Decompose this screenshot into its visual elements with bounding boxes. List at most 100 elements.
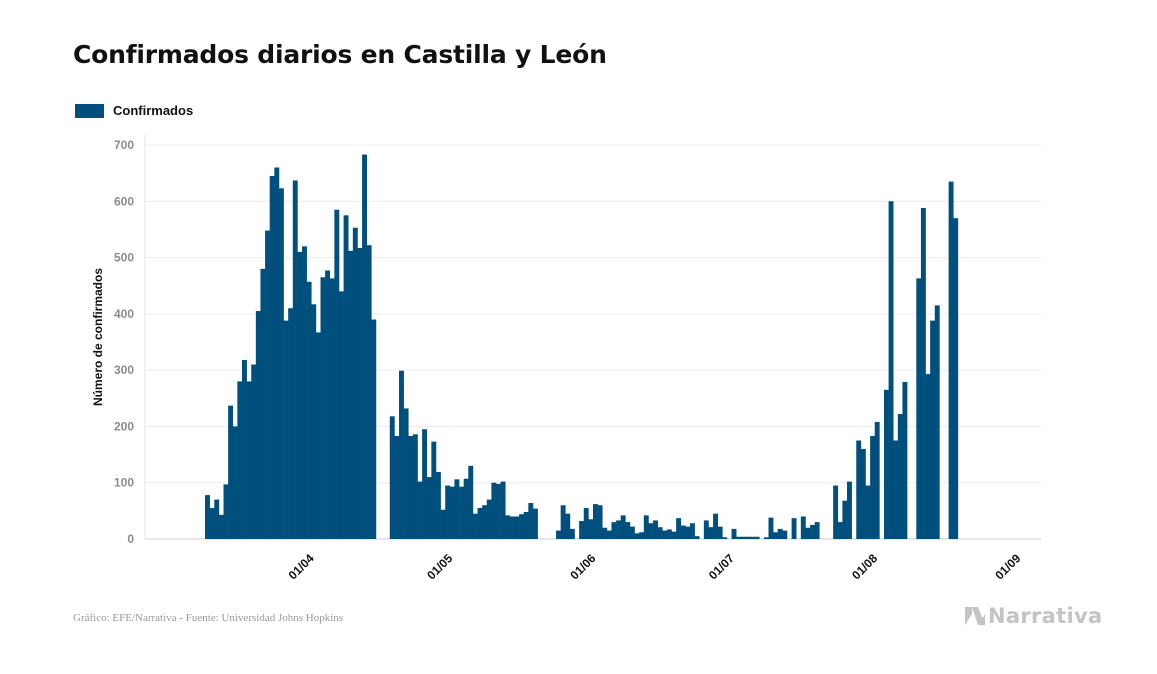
bar (634, 533, 640, 539)
y-tick-label: 400 (114, 307, 134, 321)
bar (639, 532, 645, 539)
bar (616, 520, 622, 539)
bar (560, 505, 566, 539)
bar (948, 181, 954, 539)
bar (685, 526, 691, 539)
bar (556, 530, 561, 539)
bar (205, 495, 210, 539)
y-tick-label: 300 (114, 363, 134, 377)
x-tick-label: 01/05 (424, 551, 455, 582)
bar (440, 509, 446, 539)
bar (708, 527, 714, 539)
bar (297, 251, 303, 539)
bar (218, 514, 224, 539)
bar (870, 436, 876, 539)
bar (403, 408, 409, 539)
bar (569, 528, 575, 539)
bar (209, 508, 215, 539)
bar (888, 201, 894, 540)
bar (750, 536, 755, 539)
bar (422, 429, 428, 539)
bar (320, 277, 326, 539)
bar (255, 311, 261, 539)
bar (334, 209, 340, 540)
x-tick-label: 01/07 (706, 551, 737, 582)
bar (893, 440, 899, 539)
bar (325, 270, 331, 539)
bar (902, 381, 908, 539)
y-tick-labels: 0 100 200 300 400 500 600 700 (114, 138, 134, 546)
bar (223, 484, 229, 539)
bar (315, 332, 321, 539)
bar (505, 515, 511, 539)
bar (676, 518, 682, 539)
x-tick-label: 01/08 (849, 551, 880, 582)
bar (449, 486, 455, 539)
x-tick-label: 01/09 (992, 551, 1023, 582)
bar (602, 527, 608, 539)
bar (472, 513, 478, 539)
bar (463, 478, 469, 539)
bar (648, 523, 654, 539)
bar (408, 436, 414, 539)
bar (459, 486, 464, 539)
bar (399, 370, 404, 539)
y-axis-label: Número de confirmados (91, 268, 105, 406)
bar (565, 513, 571, 539)
bar (426, 477, 432, 539)
bar (265, 230, 270, 540)
y-tick-label: 100 (114, 476, 134, 490)
bar (579, 520, 585, 539)
bar (689, 523, 695, 539)
bar (643, 515, 649, 539)
bar (274, 167, 280, 539)
y-tick-label: 500 (114, 251, 134, 265)
bar (629, 526, 635, 539)
brand-text: Narrativa (988, 604, 1103, 628)
bar (810, 524, 815, 539)
brand-logo: Narrativa (964, 604, 1102, 628)
bar (228, 405, 234, 539)
bar (357, 248, 363, 539)
bar (934, 305, 940, 539)
y-tick-label: 200 (114, 419, 134, 433)
bar (883, 389, 889, 539)
bar (232, 426, 238, 539)
bar (777, 528, 783, 539)
bar (241, 360, 247, 539)
bar (860, 448, 866, 539)
bar (486, 499, 492, 539)
bar (523, 511, 529, 539)
bar (500, 481, 506, 539)
bar (837, 522, 843, 539)
y-tick-label: 700 (114, 138, 134, 152)
bar (519, 514, 525, 539)
bar (671, 531, 677, 539)
bar (352, 227, 358, 540)
bar (611, 522, 617, 539)
chart-title: Confirmados diarios en Castilla y León (73, 40, 607, 69)
bar (625, 522, 631, 539)
bar (745, 536, 751, 539)
bar (371, 319, 377, 539)
bar (528, 502, 534, 539)
bar (666, 529, 672, 539)
bar (583, 508, 589, 539)
bar (916, 278, 922, 539)
bar (754, 536, 760, 539)
bar (662, 530, 668, 539)
bar (366, 245, 372, 539)
bar (653, 520, 658, 539)
bar (833, 485, 839, 539)
bar (768, 517, 774, 539)
bar (731, 528, 737, 539)
bar (348, 250, 354, 539)
bar (338, 291, 344, 539)
bar (597, 505, 603, 539)
bar (292, 180, 298, 539)
bar (269, 175, 275, 539)
source-note: Gráfico: EFE/Narrativa - Fuente: Univers… (73, 612, 344, 624)
bar (920, 208, 926, 540)
bar (925, 374, 931, 539)
bar (389, 416, 395, 539)
